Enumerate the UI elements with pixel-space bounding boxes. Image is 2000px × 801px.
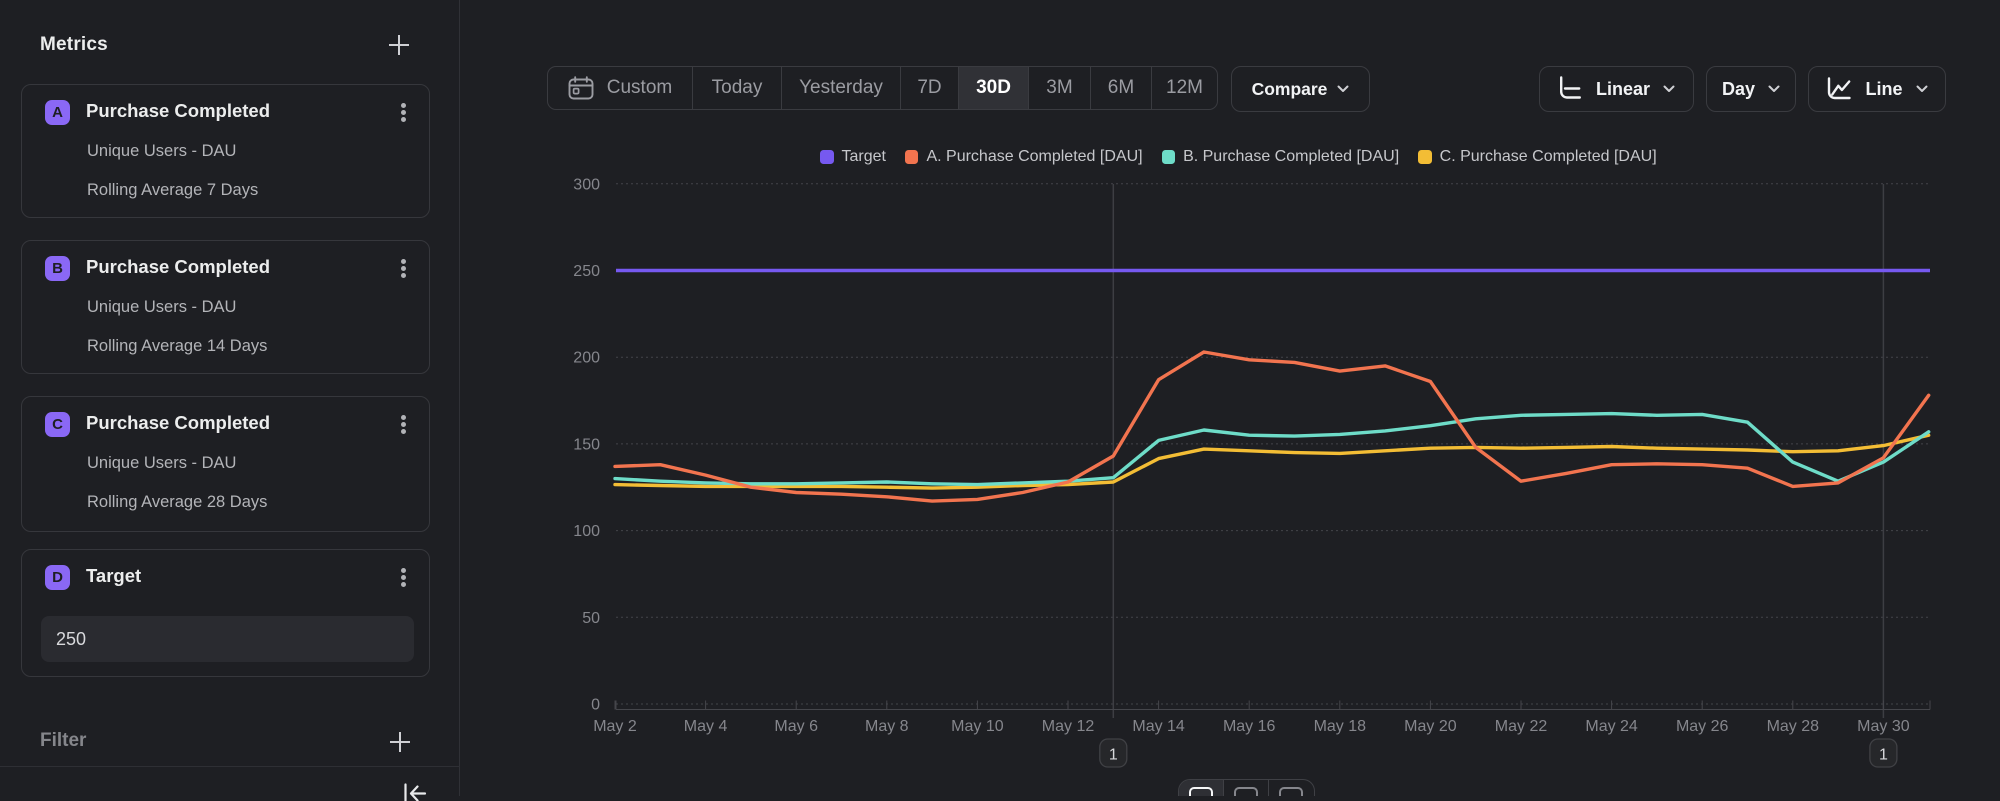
svg-text:May 26: May 26 — [1676, 718, 1729, 735]
svg-text:May 8: May 8 — [865, 718, 909, 735]
svg-text:May 24: May 24 — [1585, 718, 1638, 735]
svg-text:May 30: May 30 — [1857, 718, 1910, 735]
svg-text:250: 250 — [573, 263, 600, 280]
svg-text:May 12: May 12 — [1042, 718, 1095, 735]
svg-text:1: 1 — [1879, 747, 1888, 764]
svg-text:150: 150 — [573, 436, 600, 453]
svg-text:May 22: May 22 — [1495, 718, 1548, 735]
svg-text:May 6: May 6 — [774, 718, 818, 735]
svg-text:May 18: May 18 — [1314, 718, 1367, 735]
svg-text:1: 1 — [1109, 747, 1118, 764]
svg-text:100: 100 — [573, 523, 600, 540]
svg-text:May 2: May 2 — [593, 718, 637, 735]
svg-text:50: 50 — [582, 610, 600, 627]
svg-text:0: 0 — [591, 697, 600, 714]
svg-text:May 28: May 28 — [1767, 718, 1820, 735]
svg-text:200: 200 — [573, 350, 600, 367]
svg-text:May 4: May 4 — [684, 718, 728, 735]
svg-text:May 16: May 16 — [1223, 718, 1276, 735]
svg-text:May 10: May 10 — [951, 718, 1004, 735]
svg-text:300: 300 — [573, 176, 600, 193]
svg-text:May 20: May 20 — [1404, 718, 1457, 735]
svg-text:May 14: May 14 — [1132, 718, 1185, 735]
